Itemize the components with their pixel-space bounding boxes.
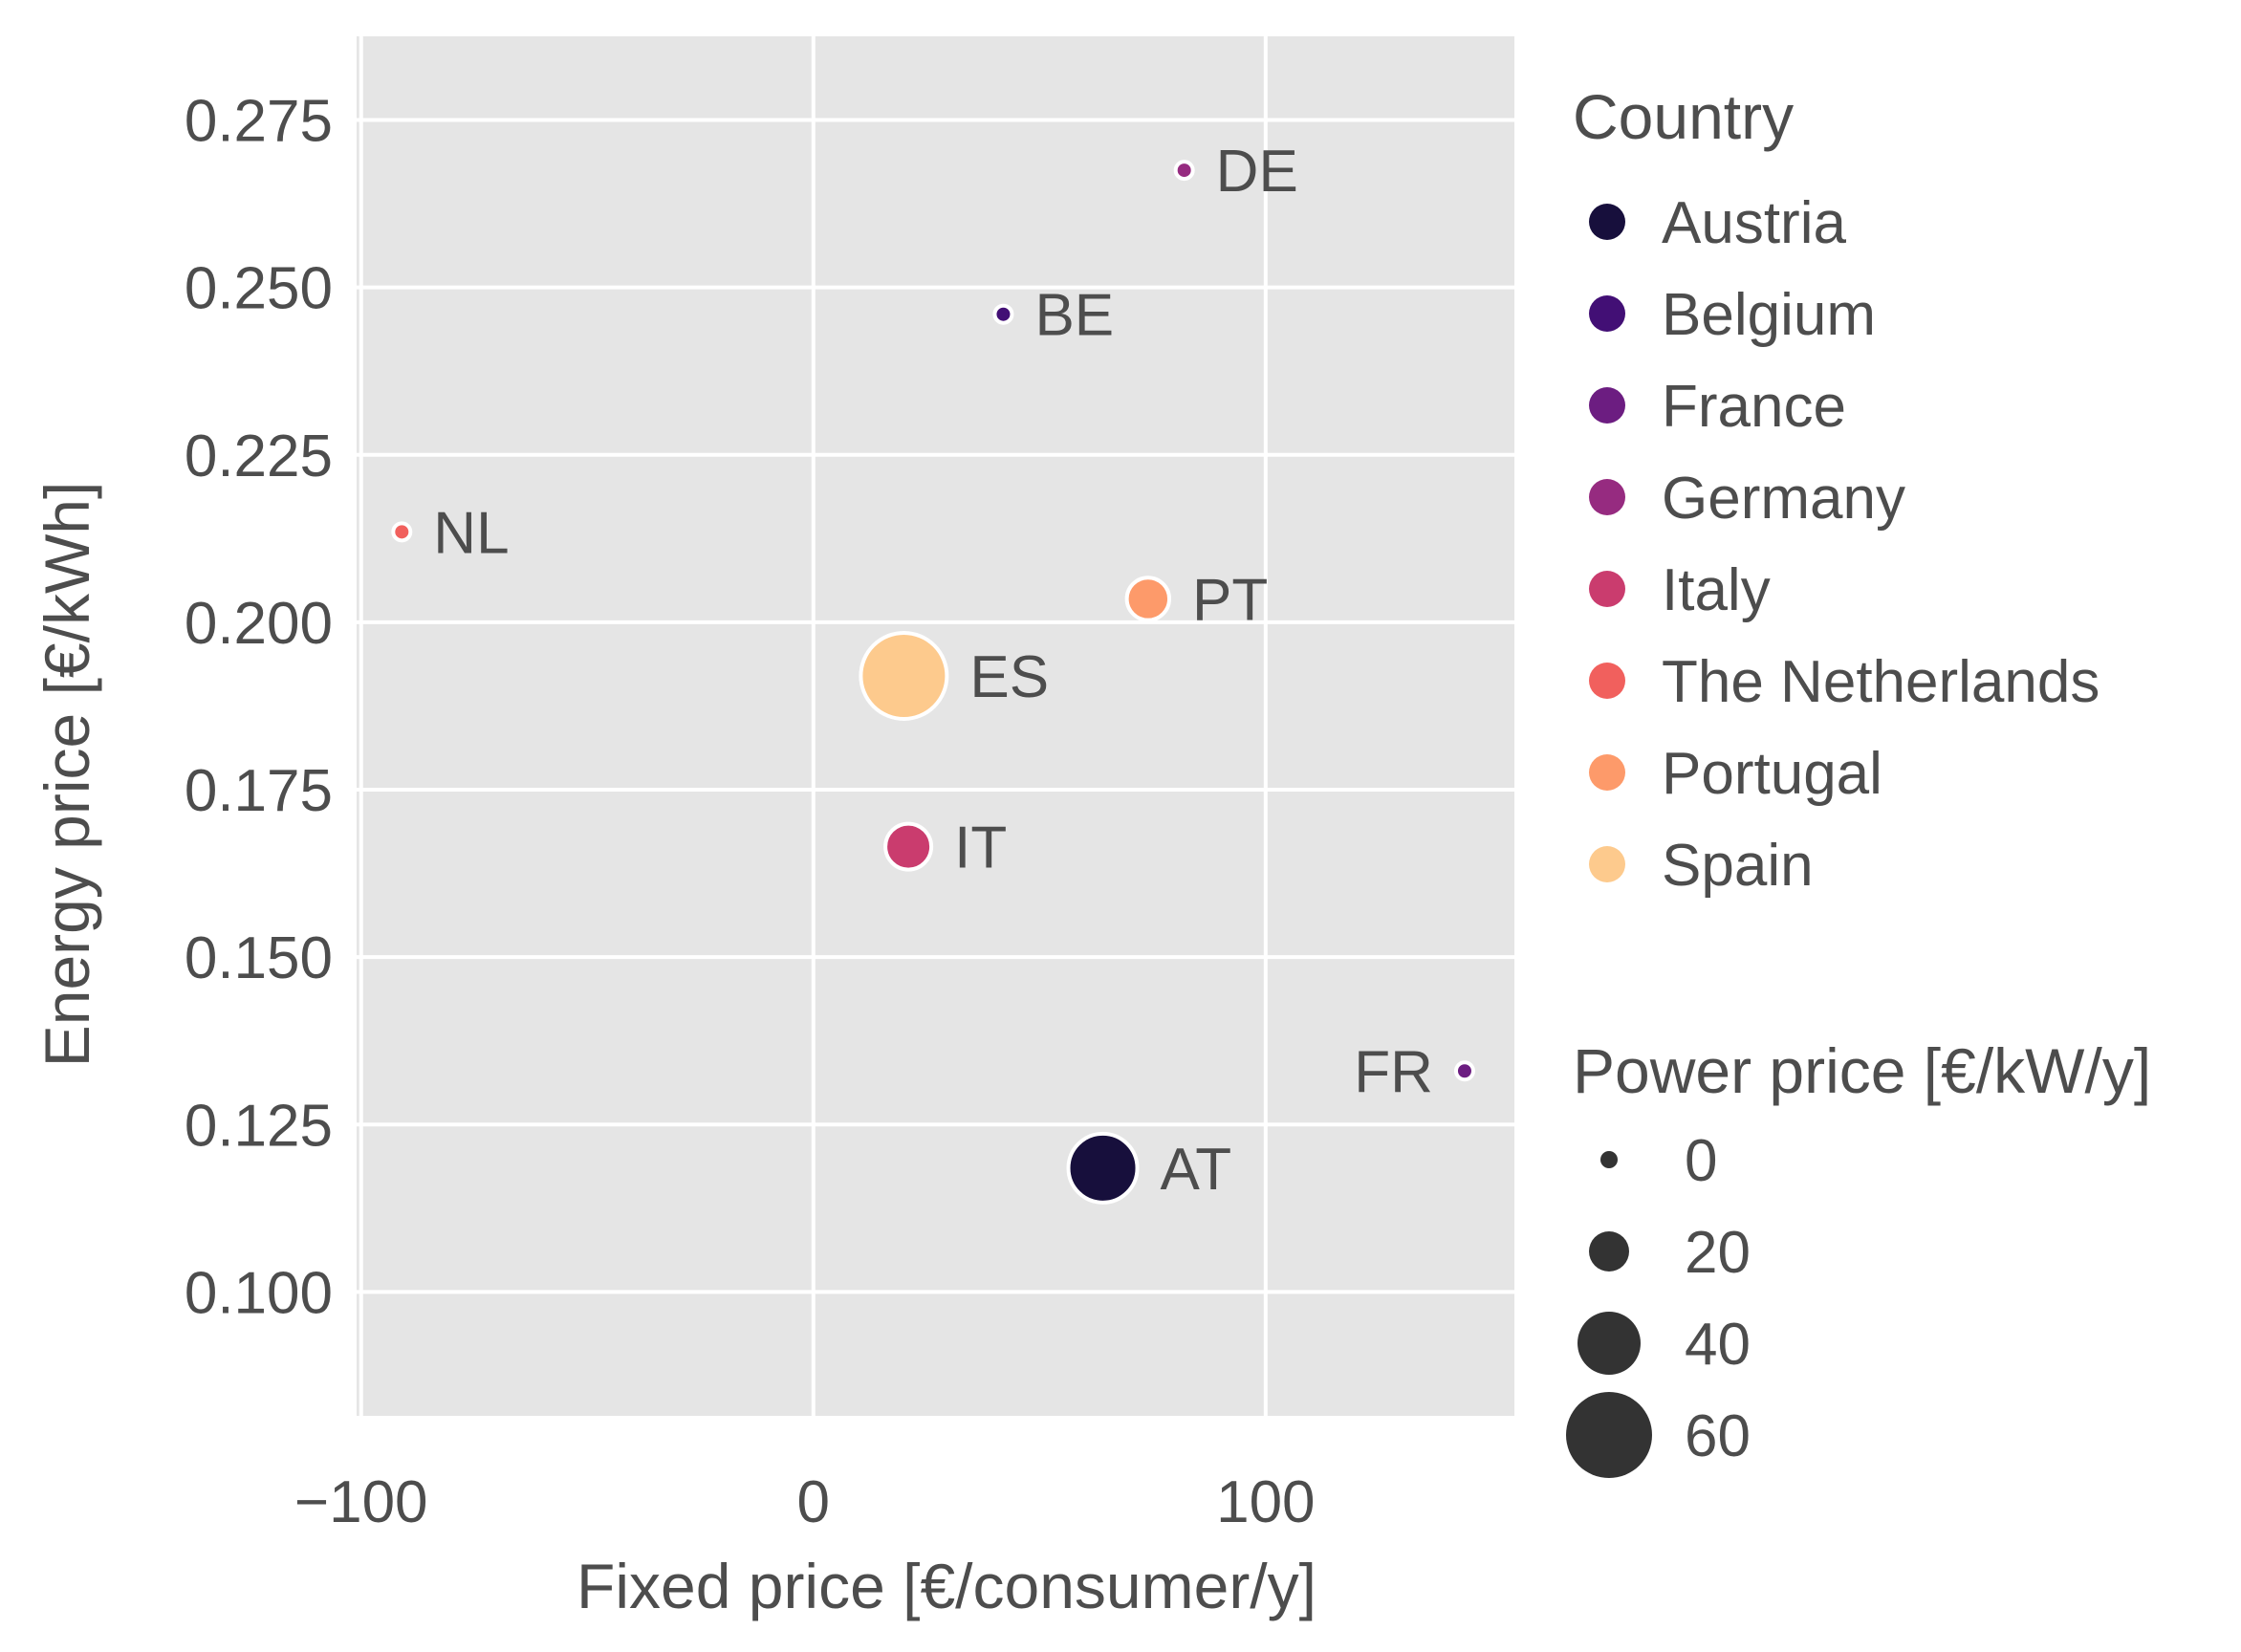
legend-country-marker xyxy=(1589,387,1625,424)
legend-country-label: Germany xyxy=(1662,466,1905,532)
x-tick-label: 100 xyxy=(1216,1469,1315,1535)
y-tick-label: 0.200 xyxy=(185,591,333,657)
y-tick-label: 0.250 xyxy=(185,256,333,322)
data-point-labels: AT BE FR DE IT NL PT ES xyxy=(433,139,1433,1203)
point-be xyxy=(992,303,1014,325)
legend-size-label: 40 xyxy=(1685,1312,1751,1378)
legend-country-label: Belgium xyxy=(1662,282,1876,348)
legend-country-marker xyxy=(1589,754,1625,791)
y-tick-label: 0.225 xyxy=(185,424,333,489)
grid xyxy=(357,36,1514,1416)
point-label-fr: FR xyxy=(1354,1039,1433,1105)
legend-size-label: 60 xyxy=(1685,1403,1751,1469)
y-tick-label: 0.125 xyxy=(185,1093,333,1159)
y-axis-label: Energy price [€/kWh] xyxy=(32,482,102,1068)
legend-country-marker xyxy=(1589,479,1625,515)
legend-country-marker xyxy=(1589,295,1625,332)
point-de xyxy=(1173,160,1195,182)
plot-background xyxy=(357,36,1514,1416)
x-axis-ticks: −100 0 100 xyxy=(294,1469,1316,1535)
point-label-at: AT xyxy=(1161,1137,1232,1203)
point-pt xyxy=(1124,576,1172,622)
legend-size-marker xyxy=(1566,1392,1652,1478)
legend-country-label: Portugal xyxy=(1662,741,1882,807)
y-tick-label: 0.175 xyxy=(185,758,333,824)
x-axis-label: Fixed price [€/consumer/y] xyxy=(577,1551,1316,1621)
legend-country-label: Spain xyxy=(1662,833,1814,899)
legend-country: Country Austria Belgium France Germany Italy… xyxy=(1573,81,2100,899)
legend-country-label: France xyxy=(1662,374,1846,440)
legend-country-marker xyxy=(1589,663,1625,699)
legend-country-label: Austria xyxy=(1662,190,1846,256)
data-points xyxy=(391,160,1475,1205)
legend-country-marker xyxy=(1589,571,1625,607)
legend-size: Power price [€/kW/y] 0 20 40 60 xyxy=(1566,1035,2151,1478)
x-tick-label: −100 xyxy=(294,1469,428,1535)
legend-size-label: 0 xyxy=(1685,1128,1717,1194)
y-tick-label: 0.150 xyxy=(185,925,333,991)
legend-country-label: The Netherlands xyxy=(1662,649,2100,715)
legend-country-marker xyxy=(1589,204,1625,240)
legend-size-label: 20 xyxy=(1685,1220,1751,1286)
y-tick-label: 0.275 xyxy=(185,89,333,155)
point-label-be: BE xyxy=(1034,283,1114,349)
point-nl xyxy=(391,521,413,543)
legend-size-title: Power price [€/kW/y] xyxy=(1573,1035,2151,1106)
legend-country-label: Italy xyxy=(1662,557,1771,623)
legend-size-marker xyxy=(1577,1312,1641,1375)
legend-country-marker xyxy=(1589,846,1625,882)
point-at xyxy=(1066,1131,1140,1205)
point-fr xyxy=(1453,1060,1475,1082)
y-tick-label: 0.100 xyxy=(185,1260,333,1326)
point-es xyxy=(859,630,949,721)
legend-size-marker xyxy=(1589,1231,1629,1272)
x-tick-label: 0 xyxy=(797,1469,830,1535)
y-axis-ticks: 0.100 0.125 0.150 0.175 0.200 0.225 0.250 0.275 xyxy=(185,89,333,1327)
point-label-pt: PT xyxy=(1192,567,1268,633)
point-it xyxy=(883,821,934,872)
legend-country-title: Country xyxy=(1573,81,1794,152)
point-label-es: ES xyxy=(969,644,1049,710)
point-label-de: DE xyxy=(1216,139,1298,205)
point-label-it: IT xyxy=(954,815,1007,881)
point-label-nl: NL xyxy=(433,500,509,566)
legend-size-marker xyxy=(1600,1151,1618,1168)
